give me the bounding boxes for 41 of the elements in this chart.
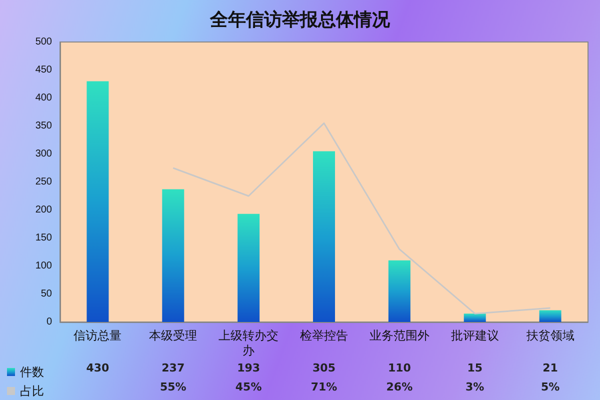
bar [86,81,109,322]
y-tick-label: 500 [35,36,52,48]
x-tick-label: 批评建议 [450,328,499,342]
data-label: 3% [466,380,484,394]
bar [464,314,486,322]
data-label: 5% [540,380,560,394]
x-tick-label: 检举控告 [300,328,348,342]
y-tick-label: 450 [35,64,52,76]
y-tick-label: 200 [35,204,52,216]
data-label: 193 [237,362,260,374]
chart-title: 全年信访举报总体情况 [209,10,391,30]
bar [539,310,562,322]
x-tick-label: 扶贫领域 [525,328,574,342]
data-label: 305 [312,362,336,374]
y-tick-label: 350 [35,120,52,132]
data-label: 71% [310,380,338,394]
legend-label: 件数 [20,365,44,379]
legend-label: 占比 [20,384,44,398]
bar [313,151,335,322]
x-tick-label: 业务范围外 [369,328,430,342]
y-tick-label: 150 [35,232,52,244]
bar [162,189,184,322]
x-tick-label: 本级受理 [149,328,198,342]
data-label: 26% [386,380,413,394]
bar [388,260,410,322]
y-tick-label: 0 [46,316,52,328]
y-tick-label: 300 [35,148,52,160]
data-label: 21 [542,362,558,374]
bar [238,214,260,322]
y-tick-label: 250 [35,176,52,188]
data-label: 45% [235,380,262,394]
data-label: 15 [467,362,483,374]
y-tick-label: 400 [35,92,52,104]
data-label: 237 [162,362,185,374]
y-tick-label: 50 [40,288,52,300]
data-label: 55% [160,380,186,394]
x-tick-label: 信访总量 [74,328,122,342]
data-label: 110 [388,362,412,374]
y-tick-label: 100 [35,260,52,272]
data-label: 430 [86,362,110,374]
x-tick-label: 上级转办交办 [218,328,279,358]
